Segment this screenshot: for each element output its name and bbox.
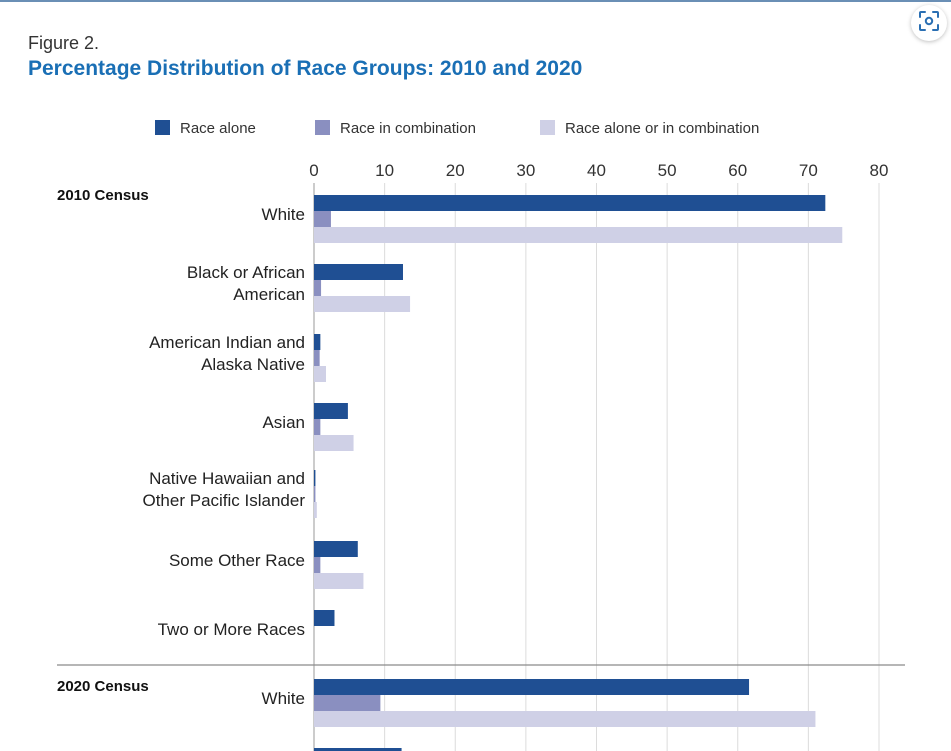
visual-search-icon [918, 10, 940, 37]
category-label: Asian [262, 413, 305, 432]
legend-label: Race alone or in combination [565, 120, 759, 137]
group-label: 2010 Census [57, 187, 149, 204]
x-tick-label: 50 [658, 161, 677, 180]
x-tick-label: 0 [309, 161, 318, 180]
bar [314, 264, 403, 280]
bar [314, 350, 320, 366]
bar [314, 227, 843, 243]
legend-label: Race alone [180, 120, 256, 137]
bar [314, 435, 354, 451]
category-label: Native Hawaiian and [149, 469, 305, 488]
bar [314, 748, 402, 751]
x-tick-label: 30 [516, 161, 535, 180]
bar [314, 486, 316, 502]
bar [314, 711, 816, 727]
x-tick-label: 80 [870, 161, 889, 180]
bar [314, 280, 322, 296]
category-label: Black or African [187, 263, 305, 282]
legend-swatch [315, 120, 330, 135]
figure-title: Percentage Distribution of Race Groups: … [28, 57, 583, 80]
bar [314, 366, 327, 382]
bar [314, 419, 321, 435]
bar [314, 502, 317, 518]
category-label: Some Other Race [169, 551, 305, 570]
category-label: American Indian and [149, 333, 305, 352]
bar [314, 470, 316, 486]
category-label: Two or More Races [158, 620, 305, 639]
category-label: White [262, 689, 305, 708]
x-tick-label: 60 [728, 161, 747, 180]
top-border [0, 0, 951, 2]
bar [314, 695, 381, 711]
bar [314, 403, 348, 419]
category-label: Alaska Native [201, 355, 305, 374]
group-label: 2020 Census [57, 678, 149, 695]
category-label: White [262, 205, 305, 224]
bar [314, 334, 321, 350]
bar [314, 573, 364, 589]
x-tick-label: 70 [799, 161, 818, 180]
x-tick-label: 10 [375, 161, 394, 180]
bar [314, 557, 321, 573]
visual-search-button[interactable] [911, 5, 947, 41]
bar [314, 195, 826, 211]
category-label: American [233, 285, 305, 304]
bar [314, 610, 335, 626]
bar [314, 541, 358, 557]
x-tick-label: 20 [446, 161, 465, 180]
x-tick-label: 40 [587, 161, 606, 180]
legend-swatch [155, 120, 170, 135]
bar [314, 296, 411, 312]
legend-swatch [540, 120, 555, 135]
bar [314, 211, 331, 227]
bar [314, 679, 750, 695]
category-label: Other Pacific Islander [142, 491, 305, 510]
legend-label: Race in combination [340, 120, 476, 137]
figure-label: Figure 2. [28, 33, 100, 53]
